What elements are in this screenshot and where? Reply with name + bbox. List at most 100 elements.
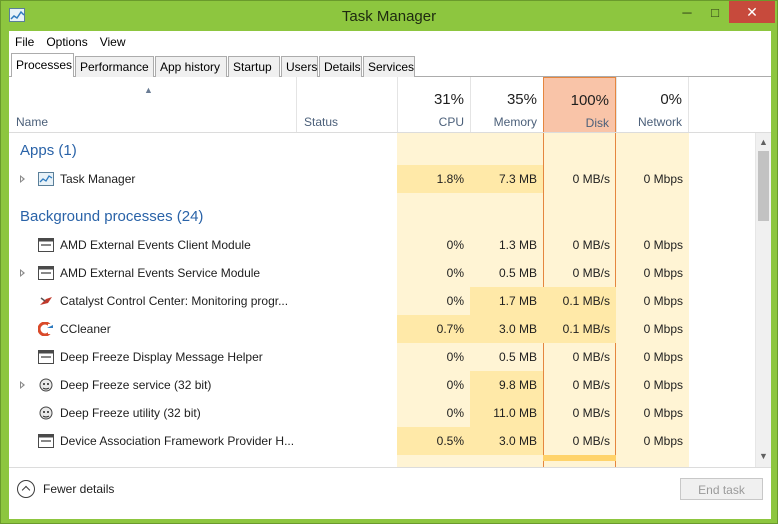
process-row[interactable]: Task Manager 1.8% 7.3 MB 0 MB/s 0 Mbps (9, 165, 755, 193)
column-disk[interactable]: 100% Disk (543, 77, 616, 132)
group-background-title: Background processes (24) (20, 208, 204, 225)
vertical-scrollbar[interactable]: ▲ ▼ (755, 133, 771, 467)
fewer-details-link[interactable]: Fewer details (43, 482, 115, 496)
process-disk: 0 MB/s (572, 434, 610, 448)
menu-options[interactable]: Options (46, 35, 88, 49)
process-network: 0 Mbps (643, 434, 683, 448)
expand-chevron-icon[interactable] (20, 381, 25, 389)
process-network: 0 Mbps (643, 172, 683, 186)
process-cpu: 0.7% (436, 322, 464, 336)
process-cpu: 0% (446, 406, 464, 420)
column-name[interactable]: Name (16, 115, 49, 129)
group-background[interactable]: Background processes (24) (9, 203, 755, 231)
process-name: Deep Freeze utility (32 bit) (60, 406, 201, 420)
footer: Fewer details End task (9, 467, 771, 519)
process-memory: 7.3 MB (498, 172, 537, 186)
process-row[interactable]: Deep Freeze Display Message Helper 0% 0.… (9, 343, 755, 371)
cpu-total: 31% (433, 91, 464, 108)
process-name: Deep Freeze service (32 bit) (60, 378, 212, 392)
window-app-icon (38, 434, 54, 448)
memory-label: Memory (493, 115, 537, 129)
column-cpu[interactable]: 31% CPU (397, 77, 470, 132)
process-disk: 0 MB/s (572, 406, 610, 420)
process-network: 0 Mbps (643, 238, 683, 252)
process-row-partial[interactable] (9, 455, 755, 467)
process-memory: 1.3 MB (498, 238, 537, 252)
process-memory: 0.5 MB (498, 266, 537, 280)
title-bar[interactable]: Task Manager ─ □ ✕ (1, 1, 777, 31)
process-name: Device Association Framework Provider H.… (60, 434, 295, 448)
process-name: CCleaner (60, 322, 111, 336)
column-memory[interactable]: 35% Memory (470, 77, 543, 132)
task-manager-icon (38, 172, 54, 186)
ccleaner-icon (37, 321, 54, 337)
window-app-icon (38, 238, 54, 252)
client-area: File Options View Processes Performance … (9, 31, 771, 519)
process-memory: 0.5 MB (498, 350, 537, 364)
process-memory: 1.7 MB (498, 294, 537, 308)
process-disk: 0 MB/s (572, 266, 610, 280)
process-row[interactable]: Deep Freeze utility (32 bit) 0% 11.0 MB … (9, 399, 755, 427)
tab-details[interactable]: Details (319, 56, 362, 77)
process-memory: 11.0 MB (493, 406, 537, 420)
process-row[interactable]: Catalyst Control Center: Monitoring prog… (9, 287, 755, 315)
process-row[interactable]: AMD External Events Client Module 0% 1.3… (9, 231, 755, 259)
process-list: Apps (1) Task Manager 1.8% 7.3 MB 0 MB/s… (9, 133, 755, 467)
process-cpu: 0.5% (436, 434, 464, 448)
process-cpu: 0% (446, 350, 464, 364)
process-network: 0 Mbps (643, 322, 683, 336)
process-cpu: 1.8% (436, 172, 464, 186)
task-manager-app-icon[interactable] (9, 8, 25, 22)
menu-view[interactable]: View (99, 35, 126, 49)
column-header: ▲ Name Status 31% CPU 35% Memory 100% Di… (9, 77, 771, 133)
column-status: Status (304, 115, 339, 129)
process-network: 0 Mbps (643, 350, 683, 364)
tab-users[interactable]: Users (281, 56, 318, 77)
scroll-thumb[interactable] (758, 151, 769, 221)
menu-file[interactable]: File (15, 35, 35, 49)
process-disk: 0 MB/s (572, 378, 610, 392)
disk-label: Disk (585, 116, 609, 130)
process-network: 0 Mbps (643, 406, 683, 420)
scroll-up-icon[interactable]: ▲ (759, 137, 768, 147)
minimize-button[interactable]: ─ (682, 4, 692, 20)
process-row[interactable]: CCleaner 0.7% 3.0 MB 0.1 MB/s 0 Mbps (9, 315, 755, 343)
sort-ascending-icon: ▲ (144, 85, 153, 95)
window-app-icon (38, 350, 54, 364)
close-button[interactable]: ✕ (729, 1, 775, 23)
process-row[interactable]: Device Association Framework Provider H.… (9, 427, 755, 455)
process-network: 0 Mbps (643, 266, 683, 280)
collapse-chevron-icon[interactable] (17, 480, 35, 498)
end-task-button[interactable]: End task (680, 478, 763, 500)
process-memory: 3.0 MB (498, 434, 537, 448)
process-cpu: 0% (446, 294, 464, 308)
group-apps-title: Apps (1) (20, 142, 77, 159)
process-network: 0 Mbps (643, 378, 683, 392)
tab-performance[interactable]: Performance (75, 56, 154, 77)
tab-startup[interactable]: Startup (228, 56, 280, 77)
process-cpu: 0% (446, 378, 464, 392)
network-column-bg (616, 133, 689, 467)
process-memory: 3.0 MB (498, 322, 537, 336)
deep-freeze-icon (38, 406, 54, 420)
column-network[interactable]: 0% Network (616, 77, 689, 132)
process-name: AMD External Events Client Module (60, 238, 251, 252)
tab-app-history[interactable]: App history (155, 56, 227, 77)
catalyst-icon (38, 294, 54, 308)
process-row[interactable]: Deep Freeze service (32 bit) 0% 9.8 MB 0… (9, 371, 755, 399)
scroll-down-icon[interactable]: ▼ (759, 451, 768, 461)
expand-chevron-icon[interactable] (20, 269, 25, 277)
tab-processes[interactable]: Processes (11, 53, 74, 78)
process-disk: 0 MB/s (572, 238, 610, 252)
memory-total: 35% (506, 91, 537, 108)
expand-chevron-icon[interactable] (20, 175, 25, 183)
menu-bar: File Options View (9, 31, 771, 53)
tab-services[interactable]: Services (363, 56, 415, 77)
column-status-cell[interactable]: Status (296, 77, 397, 132)
process-memory: 9.8 MB (498, 378, 537, 392)
group-apps[interactable]: Apps (1) (9, 137, 755, 165)
maximize-button[interactable]: □ (711, 4, 719, 20)
tab-strip: Processes Performance App history Startu… (9, 53, 771, 78)
process-row[interactable]: AMD External Events Service Module 0% 0.… (9, 259, 755, 287)
